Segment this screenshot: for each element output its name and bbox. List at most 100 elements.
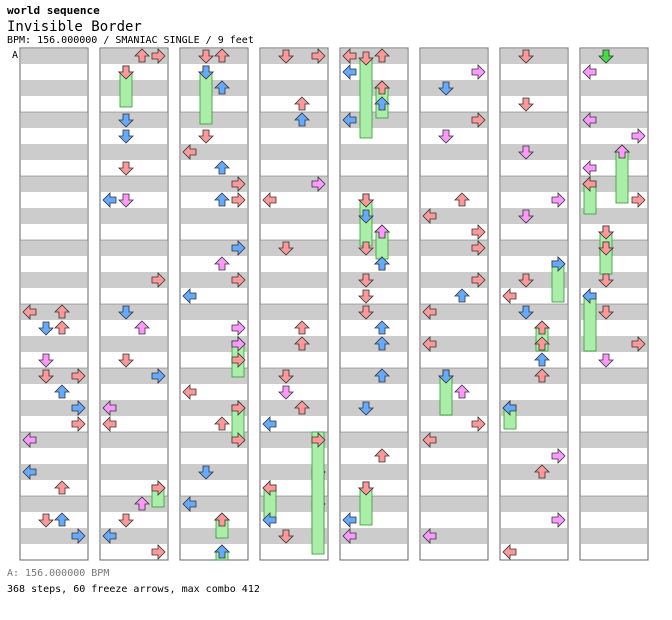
step-arrow (262, 512, 277, 528)
step-arrow (231, 352, 246, 368)
step-arrow (214, 48, 230, 63)
beat-stripe (181, 432, 247, 448)
beat-stripe (21, 80, 87, 96)
step-arrow (198, 65, 214, 80)
chart-meta: BPM: 156.000000 / SMANIAC SINGLE / 9 fee… (7, 35, 254, 46)
step-arrow-sample (311, 48, 326, 64)
step-arrow (38, 369, 54, 384)
step-arrow (151, 480, 166, 496)
step-arrow (471, 272, 486, 288)
step-arrow (438, 129, 454, 144)
step-arrow (502, 400, 517, 416)
song-title: Invisible Border (7, 19, 142, 35)
step-arrow (358, 481, 374, 496)
step-arrow (551, 192, 566, 208)
beat-stripe (101, 496, 167, 512)
step-arrow (118, 193, 134, 208)
beat-stripe (261, 208, 327, 224)
beat-stripe (501, 368, 567, 384)
step-arrow (262, 192, 277, 208)
beat-stripe (341, 400, 407, 416)
freeze-arrow-long (311, 431, 325, 555)
beat-stripe (101, 48, 167, 64)
step-arrow (71, 528, 86, 544)
step-arrow (231, 320, 246, 336)
beat-stripe (581, 208, 647, 224)
step-arrow-sample (198, 49, 214, 64)
beat-stripe (341, 144, 407, 160)
step-arrow (118, 305, 134, 320)
freeze-arrow (199, 71, 213, 125)
beat-stripe (261, 336, 327, 352)
beat-stripe (21, 272, 87, 288)
beat-stripe (101, 336, 167, 352)
beat-stripe (581, 528, 647, 544)
step-arrow-sample (151, 272, 166, 288)
step-arrow (311, 176, 326, 192)
beat-stripe (581, 240, 647, 256)
step-arrow-sample (134, 48, 150, 63)
step-arrow (102, 528, 117, 544)
beat-stripe (581, 144, 647, 160)
step-arrow (118, 161, 134, 176)
step-arrow (278, 241, 294, 256)
beat-stripe (341, 336, 407, 352)
step-arrow (198, 465, 214, 480)
step-arrow (294, 320, 310, 335)
step-arrow (38, 353, 54, 368)
beat-stripe (101, 464, 167, 480)
beat-stripe (21, 112, 87, 128)
step-arrow (54, 384, 70, 399)
beat-stripe (101, 432, 167, 448)
beat-stripe (181, 208, 247, 224)
step-arrow (358, 241, 374, 256)
beat-stripe (501, 464, 567, 480)
step-arrow (151, 368, 166, 384)
beat-stripe (101, 144, 167, 160)
beat-stripe (581, 176, 647, 192)
beat-stripe (101, 272, 167, 288)
step-arrow (278, 49, 294, 64)
beat-stripe (421, 208, 487, 224)
step-arrow (214, 544, 230, 559)
step-arrow (358, 193, 374, 208)
beat-stripe (261, 80, 327, 96)
beat-stripe (21, 400, 87, 416)
step-arrow (151, 544, 166, 560)
step-arrow-sample (342, 48, 357, 64)
step-arrow (358, 51, 374, 66)
beat-stripe (181, 336, 247, 352)
step-arrow (471, 240, 486, 256)
step-arrow (342, 512, 357, 528)
beat-stripe (181, 528, 247, 544)
step-arrow-sample (54, 512, 70, 527)
bpm-legend: A: 156.000000 BPM (7, 568, 110, 579)
step-arrow (534, 336, 550, 351)
step-arrow (374, 48, 390, 63)
step-arrow (22, 464, 37, 480)
freeze-arrow (583, 295, 597, 352)
step-arrow (71, 416, 86, 432)
step-arrow (182, 384, 197, 400)
beat-stripe (421, 432, 487, 448)
beat-stripe (421, 400, 487, 416)
beat-stripe (101, 400, 167, 416)
beat-stripe (421, 48, 487, 64)
step-arrow (358, 305, 374, 320)
beat-stripe (21, 208, 87, 224)
step-arrow (598, 241, 614, 256)
step-arrow-sample (22, 432, 37, 448)
step-arrow (374, 320, 390, 335)
beat-stripe (581, 48, 647, 64)
beat-stripe (101, 528, 167, 544)
beat-stripe (261, 112, 327, 128)
beat-stripe (341, 528, 407, 544)
beat-stripe (581, 464, 647, 480)
beat-stripe (261, 272, 327, 288)
beat-stripe (181, 304, 247, 320)
beat-stripe (341, 368, 407, 384)
bpm-marker: A (12, 50, 18, 61)
step-arrow (342, 528, 357, 544)
beat-stripe (501, 112, 567, 128)
